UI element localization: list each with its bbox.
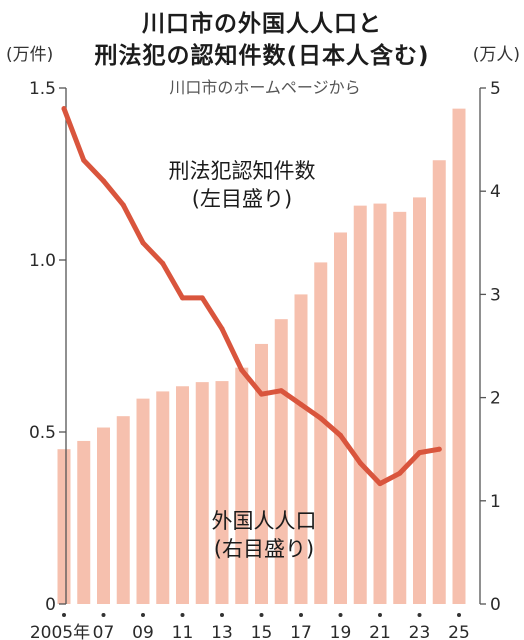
left-tick-label-3: 1.5 <box>29 79 56 99</box>
crime-count-line <box>61 106 442 487</box>
x-tick-label-5: 15 <box>251 623 273 640</box>
right-tick-label-3: 3 <box>490 285 501 305</box>
x-tick-label-7: 19 <box>330 623 352 640</box>
crime-point-2009 <box>140 240 146 246</box>
x-tick-mark-0 <box>62 613 66 617</box>
chart-source: 川口市のホームページから <box>169 78 361 97</box>
bar-2006 <box>77 440 91 604</box>
crime-point-2021 <box>377 481 383 487</box>
x-tick-mark-10 <box>457 613 461 617</box>
crime-point-2010 <box>160 260 166 266</box>
crime-point-2016 <box>278 388 284 394</box>
crime-point-2017 <box>298 401 304 407</box>
x-tick-mark-8 <box>378 613 382 617</box>
chart-title-line1: 川口市の外国人人口と <box>142 11 382 37</box>
left-tick-label-0: 0 <box>45 595 56 615</box>
x-tick-label-6: 17 <box>290 623 312 640</box>
bar-2009 <box>136 398 150 604</box>
bar-2008 <box>116 416 130 604</box>
crime-point-2008 <box>120 202 126 208</box>
bar-2023 <box>413 197 426 604</box>
crime-point-2023 <box>417 450 422 456</box>
crime-point-2022 <box>397 470 403 476</box>
x-tick-label-1: 07 <box>93 623 115 640</box>
left-axis-unit: (万件) <box>6 45 54 65</box>
x-tick-label-9: 23 <box>409 623 431 640</box>
crime-point-2020 <box>357 460 363 466</box>
right-tick-label-5: 5 <box>490 79 501 99</box>
crime-point-2011 <box>180 295 185 301</box>
bar-2016 <box>274 319 288 604</box>
crime-point-2013 <box>219 326 225 332</box>
x-tick-mark-1 <box>101 613 106 617</box>
crime-point-2006 <box>81 157 87 163</box>
bar-series-axis-note: (右目盛り) <box>214 537 314 561</box>
bar-2007 <box>97 427 110 604</box>
bar-2014 <box>235 367 249 604</box>
bar-2015 <box>255 343 268 604</box>
bar-2010 <box>156 391 170 604</box>
bar-2020 <box>353 205 367 604</box>
crime-point-2007 <box>101 178 106 184</box>
crime-point-2015 <box>259 391 264 397</box>
x-tick-label-10: 25 <box>448 623 470 640</box>
bar-2021 <box>373 203 387 605</box>
x-tick-mark-2 <box>141 613 145 617</box>
x-tick-label-4: 13 <box>211 623 233 640</box>
bar-series-label: 外国人人口 <box>212 509 317 533</box>
bar-2022 <box>393 211 407 604</box>
right-tick-label-2: 2 <box>490 389 501 409</box>
right-axis-unit: (万人) <box>472 45 520 65</box>
x-tick-label-0: 2005年 <box>30 623 90 640</box>
x-tick-mark-6 <box>299 613 303 617</box>
crime-point-2018 <box>318 415 324 421</box>
bar-2005 <box>57 449 71 604</box>
crime-point-2005 <box>61 106 67 112</box>
line-series-label: 刑法犯認知件数 <box>169 159 316 183</box>
bar-2019 <box>334 232 347 605</box>
bar-2024 <box>432 160 446 605</box>
x-tick-mark-7 <box>338 613 343 617</box>
crime-point-2024 <box>436 446 442 452</box>
bar-2025 <box>452 108 466 604</box>
left-tick-label-2: 1.0 <box>29 251 56 271</box>
left-tick-label-1: 0.5 <box>29 423 56 443</box>
bar-2017 <box>294 294 308 604</box>
x-tick-mark-4 <box>220 613 224 617</box>
bar-2013 <box>215 381 229 604</box>
bar-2011 <box>176 386 189 604</box>
right-tick-label-0: 0 <box>490 595 501 615</box>
x-tick-mark-9 <box>417 613 422 617</box>
right-tick-label-1: 1 <box>490 492 501 512</box>
right-tick-label-4: 4 <box>490 182 501 202</box>
line-series-axis-note: (左目盛り) <box>192 187 292 211</box>
bar-2012 <box>195 382 209 604</box>
x-tick-label-2: 09 <box>132 623 154 640</box>
x-tick-mark-5 <box>259 613 264 617</box>
crime-point-2019 <box>338 432 343 438</box>
bar-2018 <box>314 262 328 604</box>
x-tick-label-3: 11 <box>172 623 194 640</box>
x-tick-mark-3 <box>180 613 185 617</box>
crime-point-2012 <box>199 295 205 301</box>
x-tick-label-8: 21 <box>369 623 391 640</box>
crime-point-2014 <box>239 367 245 373</box>
chart-title-line2: 刑法犯の認知件数(日本人含む) <box>94 43 430 69</box>
